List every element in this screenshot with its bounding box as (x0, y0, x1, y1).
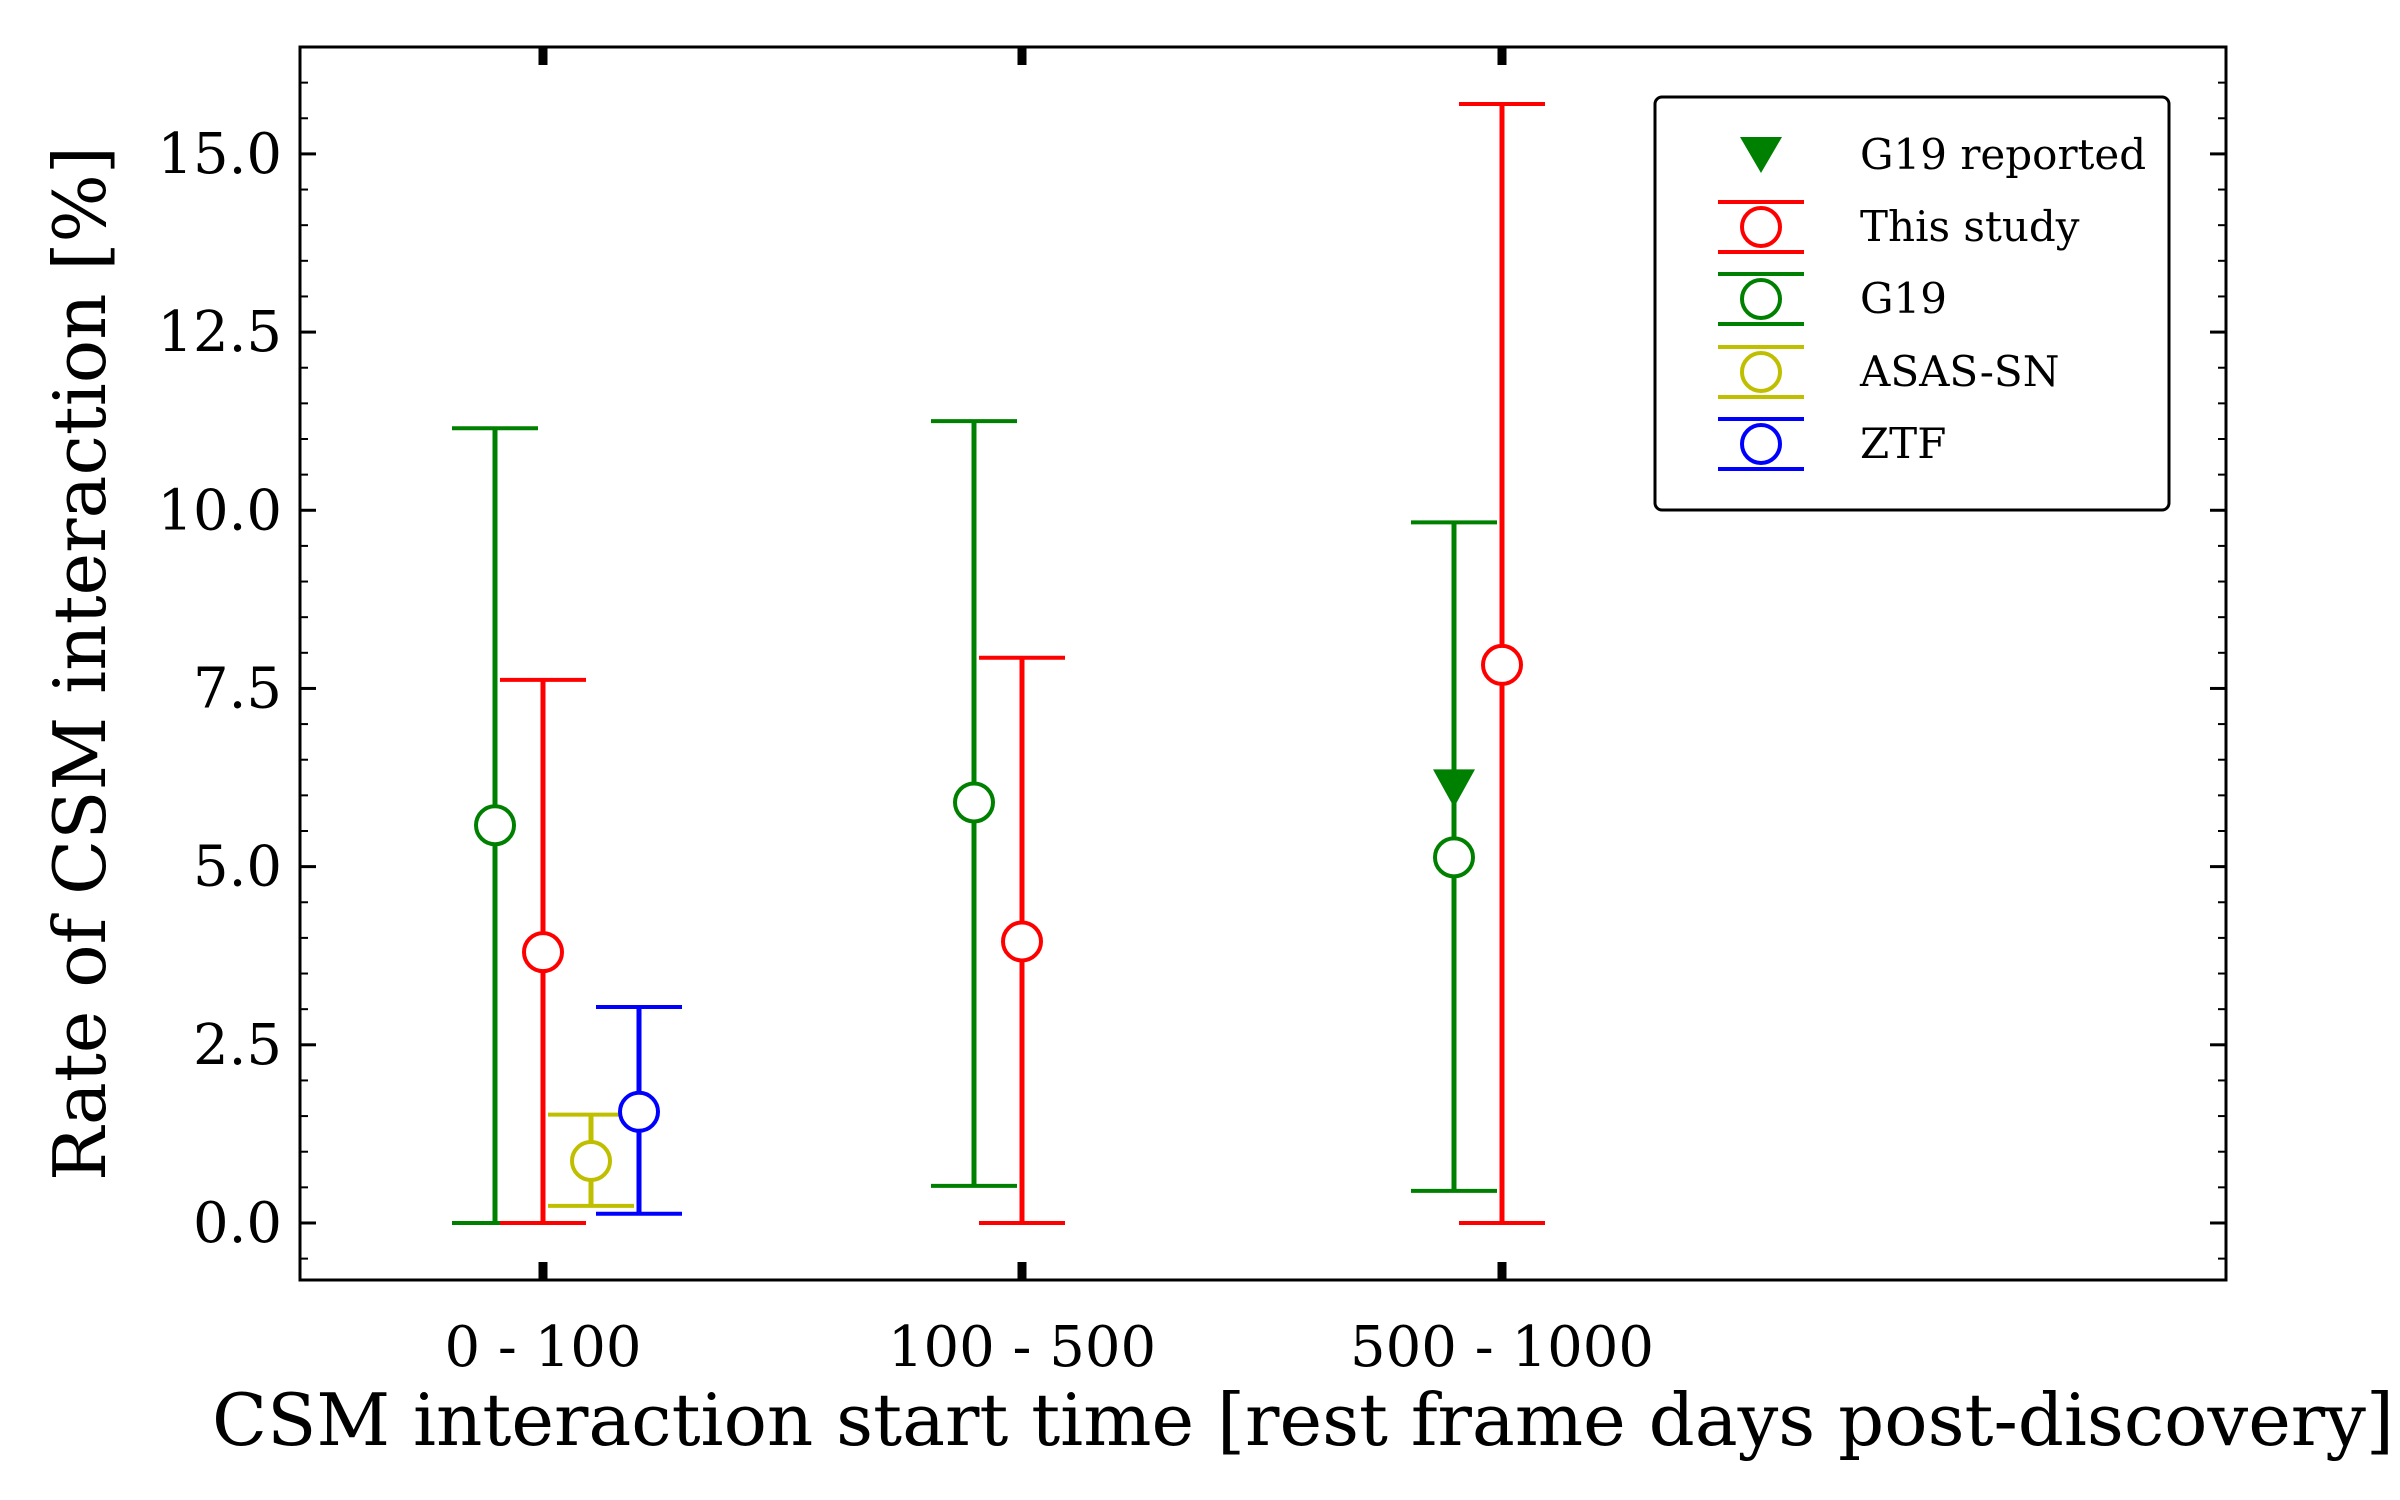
legend-label-ztf: ZTF (1860, 419, 1946, 468)
legend-label-asas-sn: ASAS-SN (1859, 347, 2059, 396)
y-tick-label: 2.5 (193, 1013, 282, 1078)
y-tick-label: 5.0 (193, 835, 282, 900)
g19-point (953, 781, 995, 824)
x-tick-label: 0 - 100 (444, 1315, 641, 1380)
this-study-point (522, 931, 564, 974)
g19-reported-marker (1433, 769, 1475, 808)
g19-point (1433, 836, 1475, 879)
y-tick-label: 7.5 (193, 656, 282, 721)
legend-handle-asas-sn (1740, 351, 1782, 393)
x-tick-label: 100 - 500 (888, 1315, 1156, 1380)
legend-handle-this-study (1740, 206, 1782, 248)
legend-label-g19: G19 (1860, 274, 1947, 323)
y-tick-label: 10.0 (157, 478, 282, 543)
this-study-point (1481, 643, 1523, 686)
plot-marks (452, 102, 1545, 1225)
x-axis-title: CSM interaction start time [rest frame d… (212, 1378, 2394, 1462)
y-tick-label: 15.0 (157, 122, 282, 187)
g19-point (474, 804, 516, 847)
legend-label-g19-reported: G19 reported (1860, 130, 2146, 179)
ztf-point (618, 1090, 660, 1133)
x-tick-label: 500 - 1000 (1350, 1315, 1654, 1380)
plot-frame (298, 45, 2228, 1282)
legend-label-this-study: This study (1860, 202, 2080, 251)
asas-sn-point (570, 1139, 612, 1182)
legend-handle-g19 (1740, 278, 1782, 320)
y-axis-title: Rate of CSM interaction [%] (38, 146, 122, 1181)
this-study-point (1001, 920, 1043, 963)
axes: 0.0 2.5 5.0 7.5 10.0 12.5 15.0 0 - 100 100 - 500… (157, 46, 2226, 1380)
y-tick-label: 12.5 (157, 300, 282, 365)
legend-handle-ztf (1740, 423, 1782, 465)
legend-handle-g19-reported (1740, 137, 1782, 173)
legend: G19 reported This study G19 ASAS-SN ZTF (1653, 95, 2171, 512)
y-tick-label: 0.0 (193, 1191, 282, 1256)
